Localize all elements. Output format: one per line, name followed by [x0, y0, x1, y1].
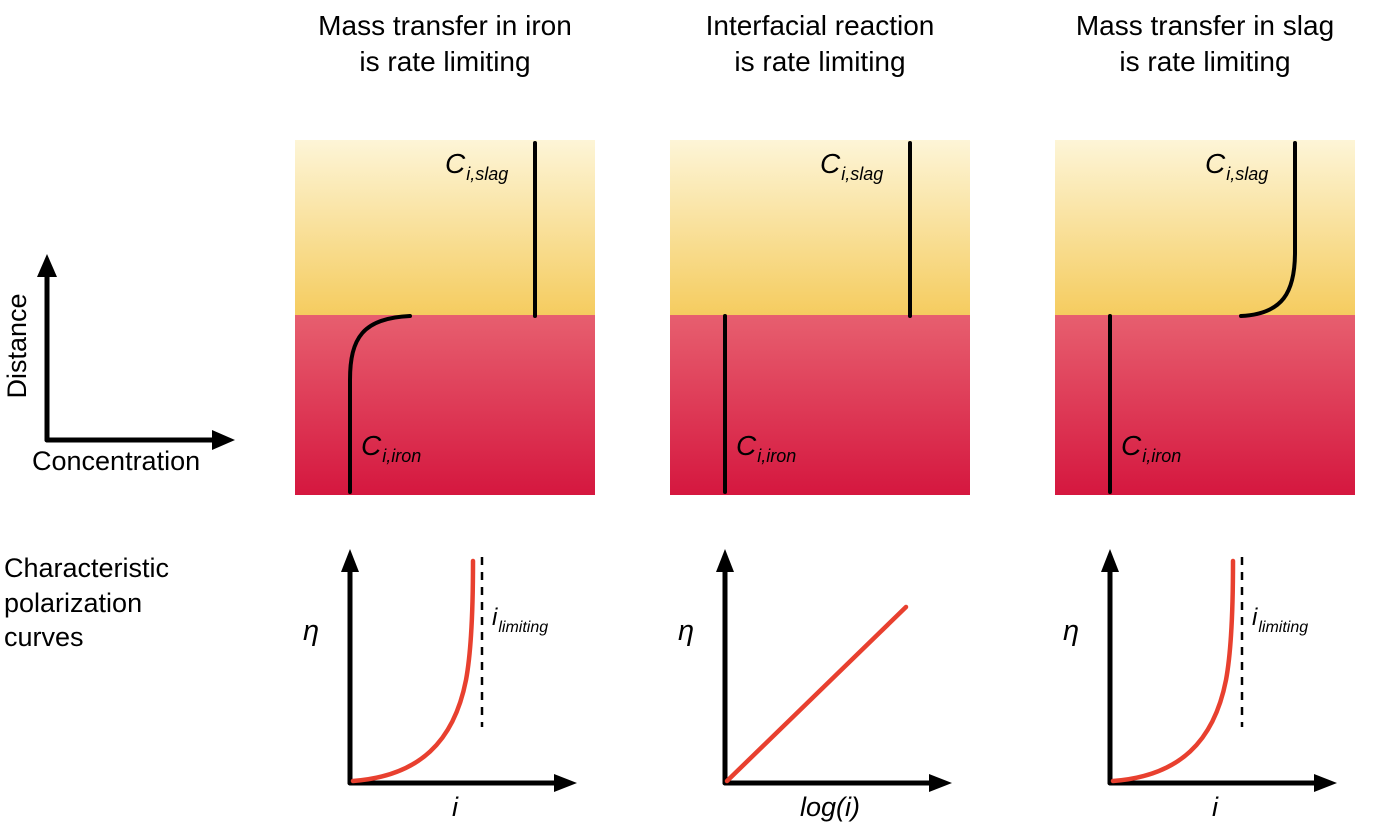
iron-phase-region	[1055, 315, 1355, 495]
iron-concentration-label: Ci,iron	[361, 430, 422, 466]
iron-concentration-label: Ci,iron	[736, 430, 797, 466]
plot-y-arrowhead	[1101, 549, 1119, 572]
title-line-2: is rate limiting	[734, 46, 906, 78]
title-line-2: is rate limiting	[1119, 46, 1291, 78]
concentration-profile-lines	[1108, 141, 1297, 494]
slag-phase-region	[670, 140, 970, 315]
title-line-1: Interfacial reaction	[705, 10, 935, 41]
plot-y-axis-label: η	[1063, 615, 1080, 647]
slag-concentration-label: Ci,slag	[1205, 148, 1269, 184]
limiting-current-label: ilimiting	[492, 604, 549, 636]
plot-x-arrowhead	[1314, 774, 1337, 792]
slag-concentration-line	[1239, 141, 1297, 318]
iron-phase-region	[295, 315, 595, 495]
concentration-profile-box: Ci,slag Ci,iron	[295, 140, 595, 495]
slag-concentration-label: Ci,slag	[445, 148, 509, 184]
column-mass-transfer-iron: Mass transfer in iron is rate limiting C…	[295, 0, 595, 838]
plot-x-arrowhead	[929, 774, 952, 792]
concentration-profile-lines	[348, 141, 537, 494]
plot-y-arrowhead	[341, 549, 359, 572]
polarization-curve	[724, 604, 909, 784]
distance-axis-label: Distance	[2, 293, 32, 399]
polarization-curve	[1110, 558, 1236, 784]
plot-x-axis-label: i	[1212, 792, 1218, 822]
polarization-plot	[716, 549, 952, 792]
caption-line: Characteristic	[4, 553, 170, 583]
iron-concentration-line	[348, 314, 412, 494]
title-line-1: Mass transfer in slag	[1075, 10, 1335, 41]
distance-concentration-axes	[37, 254, 235, 450]
polarization-plot	[341, 549, 577, 792]
plot-y-axis-label: η	[678, 615, 695, 647]
plot-x-axis-label: log(i)	[799, 792, 860, 822]
column-title: Interfacial reaction is rate limiting	[633, 8, 1007, 81]
title-line-2: is rate limiting	[359, 46, 531, 78]
plot-y-arrowhead	[716, 549, 734, 572]
column-mass-transfer-slag: Mass transfer in slag is rate limiting C…	[1055, 0, 1355, 838]
polarization-curve	[350, 558, 476, 784]
concentration-axis-arrowhead	[212, 430, 235, 450]
concentration-profile-lines	[723, 141, 912, 494]
concentration-profile-box: Ci,slag Ci,iron	[1055, 140, 1355, 495]
limiting-current-label: ilimiting	[1252, 604, 1309, 636]
column-title: Mass transfer in slag is rate limiting	[1018, 8, 1374, 81]
iron-concentration-label: Ci,iron	[1121, 430, 1182, 466]
concentration-axis-label: Concentration	[32, 446, 201, 476]
iron-phase-region	[670, 315, 970, 495]
caption-line: polarization	[4, 587, 143, 618]
column-title: Mass transfer in iron is rate limiting	[258, 8, 632, 81]
slag-concentration-label: Ci,slag	[820, 148, 884, 184]
distance-axis-arrowhead	[37, 254, 57, 277]
slag-phase-region	[295, 140, 595, 315]
title-line-1: Mass transfer in iron	[318, 10, 572, 41]
plot-x-arrowhead	[554, 774, 577, 792]
caption-line: curves	[4, 622, 84, 653]
polarization-caption: Characteristic polarization curves	[4, 551, 169, 655]
concentration-profile-box: Ci,slag Ci,iron	[670, 140, 970, 495]
column-interfacial-reaction: Interfacial reaction is rate limiting Ci…	[670, 0, 970, 838]
plot-x-axis-label: i	[452, 792, 458, 822]
plot-y-axis-label: η	[303, 615, 320, 647]
slag-phase-region	[1055, 140, 1355, 315]
polarization-plot	[1101, 549, 1337, 792]
